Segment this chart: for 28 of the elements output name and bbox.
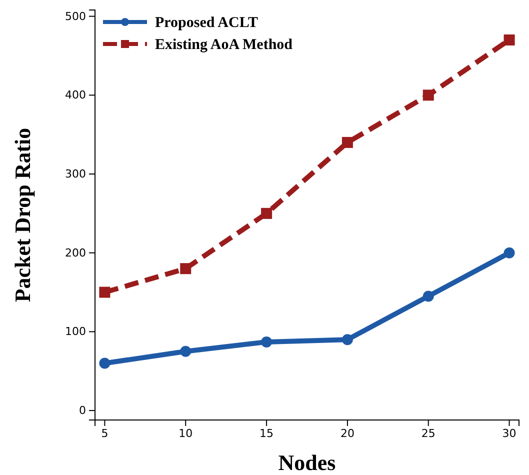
point (99, 358, 110, 369)
point (504, 247, 515, 258)
point (180, 346, 192, 357)
y-tick-label: 300 (65, 168, 86, 181)
x-tick-label: 5 (101, 426, 108, 440)
point (99, 286, 110, 298)
point (422, 90, 434, 101)
y-axis-title: Packet Drop Ratio (10, 128, 35, 302)
point (261, 208, 272, 219)
legend-label: Proposed ACLT (155, 15, 258, 31)
point (342, 334, 353, 346)
x-tick-label: 15 (260, 426, 274, 440)
y-tick-label: 100 (65, 325, 86, 338)
x-axis-title: Nodes (278, 450, 336, 475)
legend-label: Existing AoA Method (155, 37, 294, 53)
point (342, 136, 353, 148)
y-tick-label: 0 (79, 404, 86, 418)
point (422, 290, 434, 302)
point (261, 336, 272, 348)
y-tick-label: 200 (65, 246, 86, 260)
x-tick-label: 10 (178, 426, 193, 440)
x-tick-label: 25 (421, 426, 436, 440)
x-tick-label: 30 (502, 426, 516, 440)
point (180, 263, 192, 274)
y-tick-label: 400 (65, 88, 86, 102)
y-tick-label: 500 (65, 10, 86, 23)
x-tick-label: 20 (340, 426, 354, 440)
point (504, 34, 515, 46)
